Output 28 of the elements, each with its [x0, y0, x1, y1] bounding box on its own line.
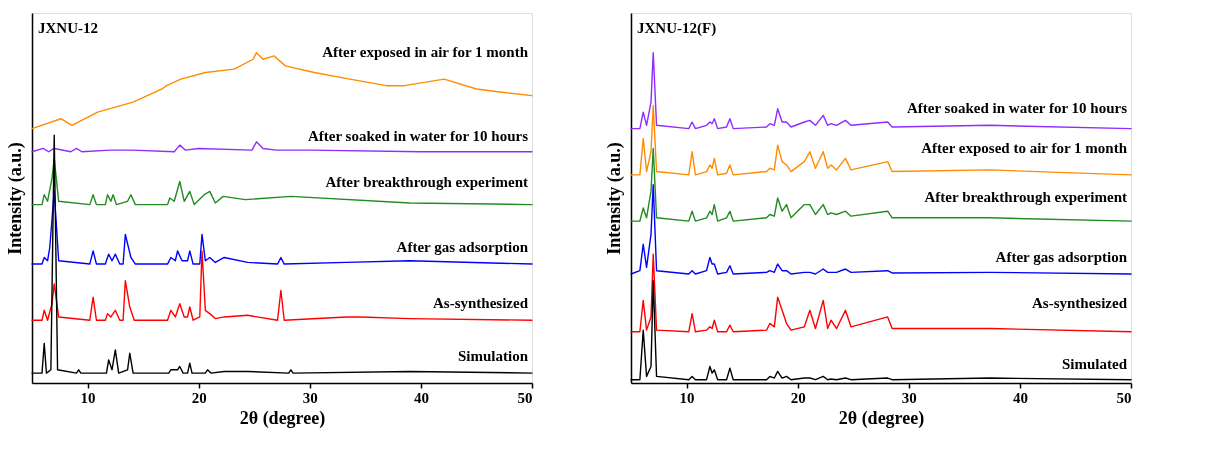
x-tick-label: 20 — [191, 389, 207, 406]
x-tick-label: 30 — [901, 389, 917, 406]
x-tick-label: 40 — [1012, 389, 1028, 406]
series-label: After gas adsorption — [396, 238, 529, 255]
series-label: After breakthrough experiment — [924, 189, 1127, 206]
series-label: Simulated — [1061, 356, 1128, 373]
x-tick-label: 20 — [790, 389, 806, 406]
x-axis-title: 2θ (degree) — [239, 407, 326, 429]
series-label: As-synthesized — [432, 294, 529, 311]
x-tick-label: 50 — [1116, 389, 1132, 406]
y-axis-title: Intensity (a.u.) — [4, 142, 26, 255]
x-tick-label: 40 — [413, 389, 429, 406]
series-label: After exposed in air for 1 month — [322, 43, 529, 60]
x-tick-label: 10 — [679, 389, 695, 406]
y-axis-title: Intensity (a.u.) — [603, 142, 625, 255]
series-label: After gas adsorption — [995, 248, 1128, 265]
chart-title: JXNU-12 — [38, 20, 98, 36]
x-tick-label: 30 — [302, 389, 318, 406]
series-label: Simulation — [457, 347, 529, 364]
series-label: After soaked in water for 10 hours — [907, 100, 1128, 117]
x-tick-label: 50 — [517, 389, 533, 406]
chart-title: JXNU-12(F) — [637, 20, 717, 37]
x-axis-title: 2θ (degree) — [838, 407, 925, 429]
series-label: After exposed to air for 1 month — [921, 139, 1128, 156]
x-tick-label: 10 — [80, 389, 96, 406]
series-label: After breakthrough experiment — [325, 174, 528, 191]
series-label: As-synthesized — [1031, 294, 1128, 311]
series-label: After soaked in water for 10 hours — [308, 128, 529, 145]
